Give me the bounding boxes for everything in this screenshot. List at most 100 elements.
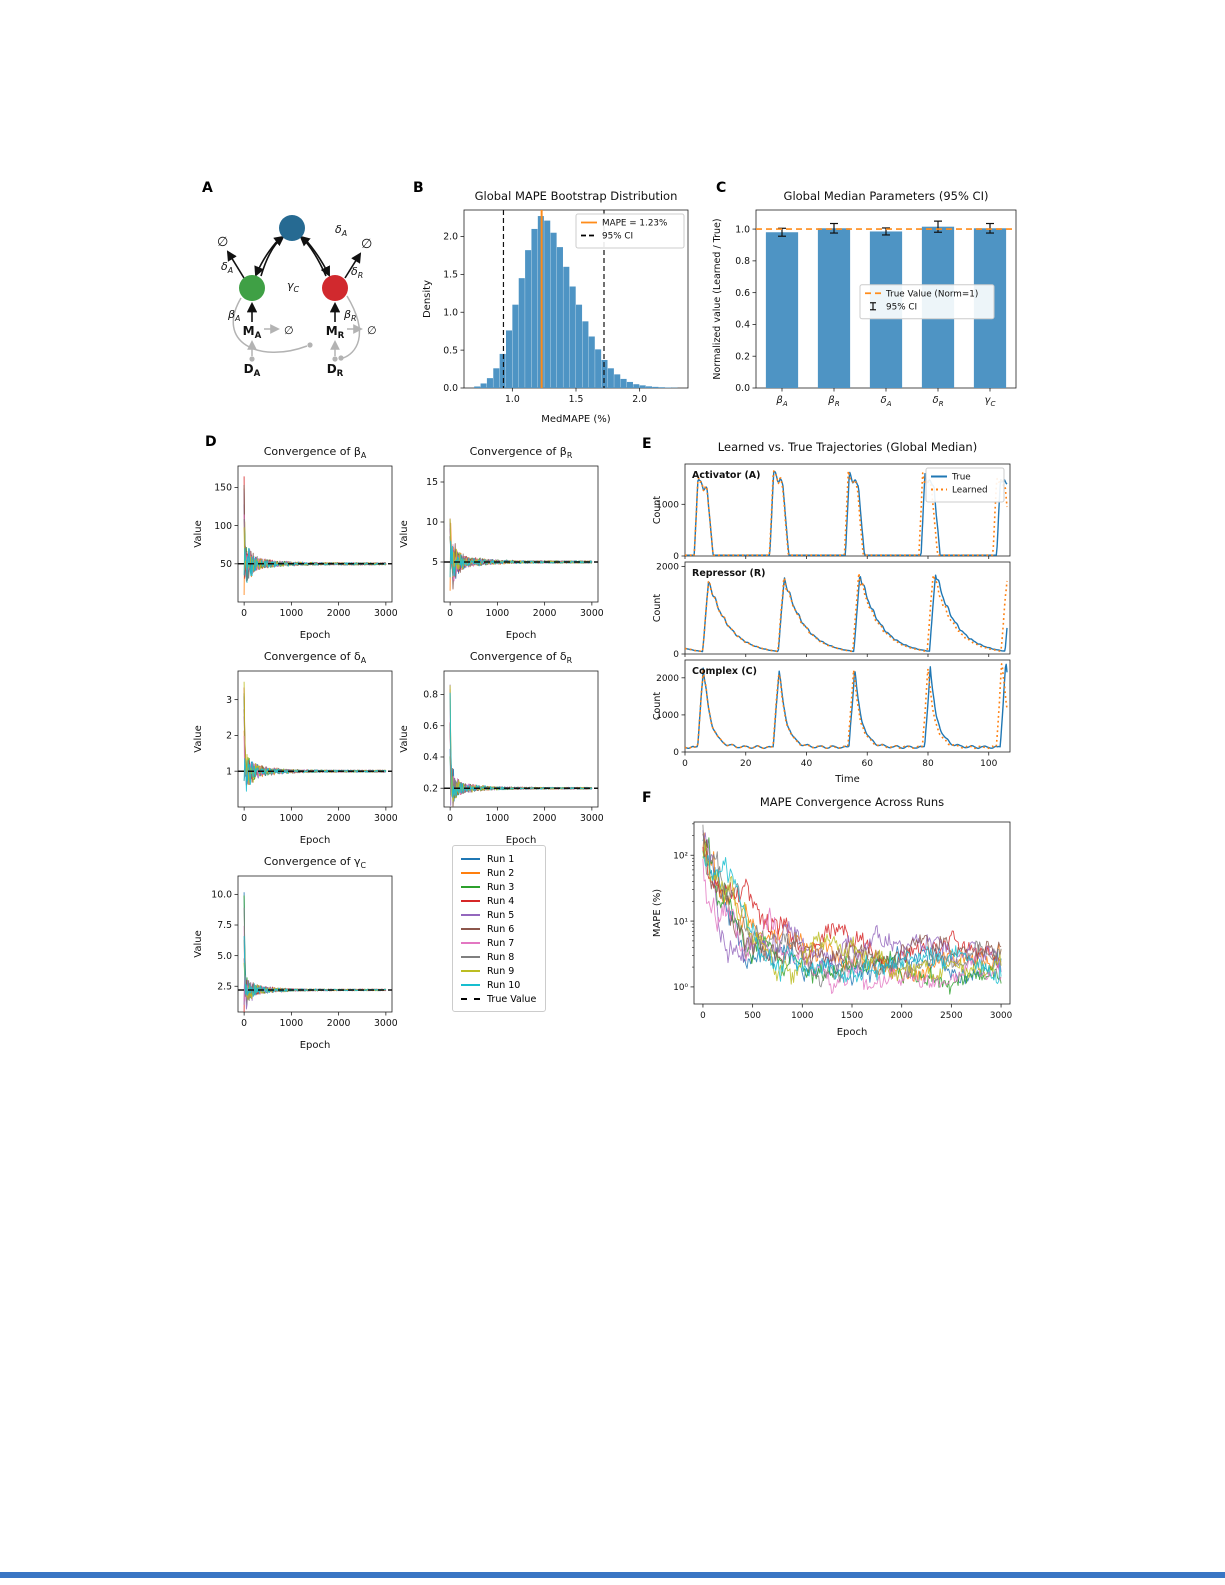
- legend-item: Run 6: [461, 922, 536, 936]
- svg-text:Value: Value: [193, 930, 204, 957]
- legend-label: Run 10: [487, 979, 521, 991]
- svg-text:βR: βR: [827, 395, 839, 408]
- mape-bootstrap-chart: Global MAPE Bootstrap Distribution 1.0 1.5…: [418, 186, 698, 428]
- svg-text:Value: Value: [193, 520, 204, 547]
- chart-svg: Convergence of βA 0 1000 2000 3000 50 100 150 Va…: [193, 445, 398, 641]
- svg-text:2000: 2000: [533, 608, 557, 619]
- svg-text:1000: 1000: [280, 813, 304, 824]
- convergence-beta-r-chart: Convergence of βR 0 1000 2000 3000 5 10 15 Value…: [394, 440, 606, 646]
- svg-text:∅: ∅: [367, 324, 377, 337]
- svg-text:500: 500: [744, 1011, 761, 1021]
- svg-text:Count: Count: [652, 692, 663, 720]
- legend-label: True Value: [487, 993, 537, 1005]
- run-legend: Run 1 Run 2 Run 3 Run 4 Run 5 Run 6 Run 7 Run 8…: [452, 845, 547, 1012]
- svg-text:0: 0: [673, 748, 679, 758]
- svg-text:Value: Value: [399, 725, 410, 752]
- svg-text:γC: γC: [287, 279, 300, 294]
- svg-text:2000: 2000: [327, 813, 351, 824]
- legend-item: Run 1: [461, 852, 536, 866]
- legend-item: Run 10: [461, 978, 536, 992]
- svg-text:DR: DR: [327, 362, 344, 379]
- svg-text:2000: 2000: [533, 813, 557, 824]
- mape-convergence-chart: MAPE Convergence Across Runs 0 500 1000 1500…: [648, 790, 1036, 1040]
- svg-text:100: 100: [214, 521, 232, 532]
- svg-text:∅: ∅: [217, 235, 228, 250]
- legend-label: Run 3: [487, 881, 515, 893]
- svg-text:3000: 3000: [990, 1011, 1013, 1021]
- legend-swatch: [461, 955, 480, 959]
- svg-text:2: 2: [226, 731, 232, 742]
- legend-label: Run 8: [487, 951, 515, 963]
- convergence-delta-r-chart: Convergence of δR 0 1000 2000 3000 0.2 0.4 0.6 0…: [394, 645, 606, 851]
- svg-text:δA: δA: [335, 223, 347, 238]
- chart-svg: ∅ δA γC δA ∅ δR βA βR MA MR ∅ ∅ DA DR: [217, 215, 377, 379]
- svg-text:1.0: 1.0: [505, 394, 520, 405]
- svg-text:βA: βA: [227, 308, 240, 323]
- svg-text:Epoch: Epoch: [506, 835, 537, 846]
- svg-text:1000: 1000: [486, 608, 510, 619]
- svg-text:80: 80: [922, 759, 934, 769]
- svg-text:2500: 2500: [940, 1011, 963, 1021]
- svg-text:Convergence of βR: Convergence of βR: [470, 445, 573, 460]
- median-parameters-chart: Global Median Parameters (95% CI) 0.0 0.2 0…: [708, 186, 1028, 428]
- svg-text:1000: 1000: [486, 813, 510, 824]
- legend-item: True Value: [461, 992, 536, 1006]
- svg-text:δA: δA: [880, 395, 891, 408]
- chart-svg: Global MAPE Bootstrap Distribution 1.0 1.5…: [422, 189, 689, 425]
- run-legend-container: Run 1 Run 2 Run 3 Run 4 Run 5 Run 6 Run 7 Run 8…: [452, 845, 547, 1012]
- svg-text:MedMAPE (%): MedMAPE (%): [541, 414, 611, 425]
- chart-legend: MAPE = 1.23% 95% CI: [575, 213, 685, 249]
- svg-text:3000: 3000: [580, 813, 604, 824]
- svg-text:1000: 1000: [791, 1011, 814, 1021]
- panel-label-b: B: [413, 180, 424, 196]
- svg-text:0.6: 0.6: [423, 721, 438, 732]
- svg-text:7.5: 7.5: [217, 920, 232, 931]
- svg-text:Activator (A): Activator (A): [692, 470, 760, 481]
- svg-text:10¹: 10¹: [673, 917, 688, 927]
- svg-text:10: 10: [426, 517, 438, 528]
- trajectories-chart: Learned vs. True Trajectories (Global Me…: [648, 438, 1036, 790]
- svg-text:2000: 2000: [656, 674, 679, 684]
- legend-label: Run 1: [487, 853, 515, 865]
- svg-text:2000: 2000: [890, 1011, 913, 1021]
- svg-text:0.2: 0.2: [735, 351, 750, 362]
- svg-text:Epoch: Epoch: [300, 1040, 331, 1051]
- svg-text:40: 40: [801, 759, 813, 769]
- legend-label: Run 6: [487, 923, 515, 935]
- svg-text:Convergence of γC: Convergence of γC: [264, 855, 367, 870]
- chart-svg: Learned vs. True Trajectories (Global Me…: [652, 440, 1011, 785]
- svg-text:0.5: 0.5: [443, 345, 458, 356]
- svg-text:60: 60: [862, 759, 874, 769]
- svg-text:1.0: 1.0: [735, 224, 750, 235]
- svg-text:3000: 3000: [374, 608, 398, 619]
- svg-text:0.8: 0.8: [735, 256, 750, 267]
- svg-text:MAPE (%): MAPE (%): [652, 889, 663, 937]
- svg-text:1: 1: [226, 766, 232, 777]
- svg-text:95% CI: 95% CI: [602, 232, 633, 242]
- svg-text:∅: ∅: [284, 324, 294, 337]
- svg-text:1000: 1000: [280, 608, 304, 619]
- svg-text:1500: 1500: [841, 1011, 864, 1021]
- legend-item: Run 3: [461, 880, 536, 894]
- legend-swatch: [461, 969, 480, 973]
- panel-label-c: C: [716, 180, 727, 196]
- svg-text:Count: Count: [652, 496, 663, 524]
- svg-text:20: 20: [740, 759, 752, 769]
- panel-label-a: A: [202, 180, 213, 196]
- svg-text:10⁰: 10⁰: [673, 983, 688, 993]
- chart-legend: True Value (Norm=1) 95% CI: [859, 284, 995, 320]
- svg-text:0: 0: [241, 813, 247, 824]
- svg-text:Epoch: Epoch: [837, 1027, 868, 1038]
- legend-swatch: [461, 899, 480, 903]
- svg-text:100: 100: [980, 759, 997, 769]
- legend-item: Run 2: [461, 866, 536, 880]
- svg-text:Epoch: Epoch: [506, 630, 537, 641]
- legend-swatch: [461, 941, 480, 945]
- convergence-gamma-c-chart: Convergence of γC 0 1000 2000 3000 2.5 5.0 7.5 1…: [188, 850, 400, 1056]
- legend-swatch: [461, 871, 480, 875]
- legend-label: Run 4: [487, 895, 515, 907]
- svg-text:Repressor (R): Repressor (R): [692, 568, 766, 579]
- svg-text:MAPE = 1.23%: MAPE = 1.23%: [602, 219, 667, 229]
- svg-text:Value: Value: [193, 725, 204, 752]
